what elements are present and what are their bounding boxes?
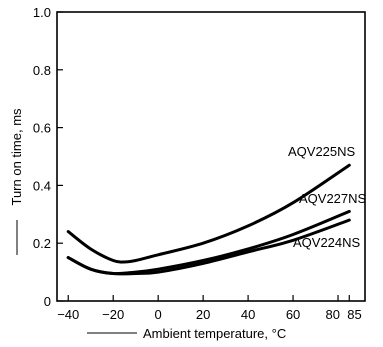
x-tick-label: 60	[286, 307, 300, 322]
series-labels: AQV225NS AQV227NS AQV224NS	[288, 144, 367, 250]
x-tick-label: 20	[196, 307, 210, 322]
x-axis-label: Ambient temperature, °C	[143, 326, 286, 341]
x-tick-label: 40	[241, 307, 255, 322]
x-tick-label: −40	[57, 307, 79, 322]
series-label-aqv227ns: AQV227NS	[299, 191, 367, 206]
y-axis-label: Turn on time, ms	[9, 108, 24, 206]
y-tick-label: 0.8	[33, 63, 51, 78]
y-tick-label: 0.4	[33, 178, 51, 193]
series-lines	[66, 163, 351, 276]
x-tick-label: 0	[155, 307, 162, 322]
y-tick-label: 1.0	[33, 5, 51, 20]
y-tick-label: 0.6	[33, 121, 51, 136]
x-tick-label: 85	[347, 307, 361, 322]
series-label-aqv225ns: AQV225NS	[288, 144, 356, 159]
y-axis: 0 0.2 0.4 0.6 0.8 1.0	[33, 5, 63, 309]
y-tick-label: 0.2	[33, 236, 51, 251]
series-line-aqv224ns	[66, 218, 351, 276]
x-tick-label: 80	[326, 307, 340, 322]
y-tick-label: 0	[44, 294, 51, 309]
series-label-aqv224ns: AQV224NS	[293, 235, 361, 250]
plot-frame	[56, 11, 366, 302]
x-axis: −40 −20 0 20 40 60 80 85	[57, 295, 362, 322]
x-tick-label: −20	[102, 307, 124, 322]
series-line-aqv225ns	[66, 163, 351, 264]
